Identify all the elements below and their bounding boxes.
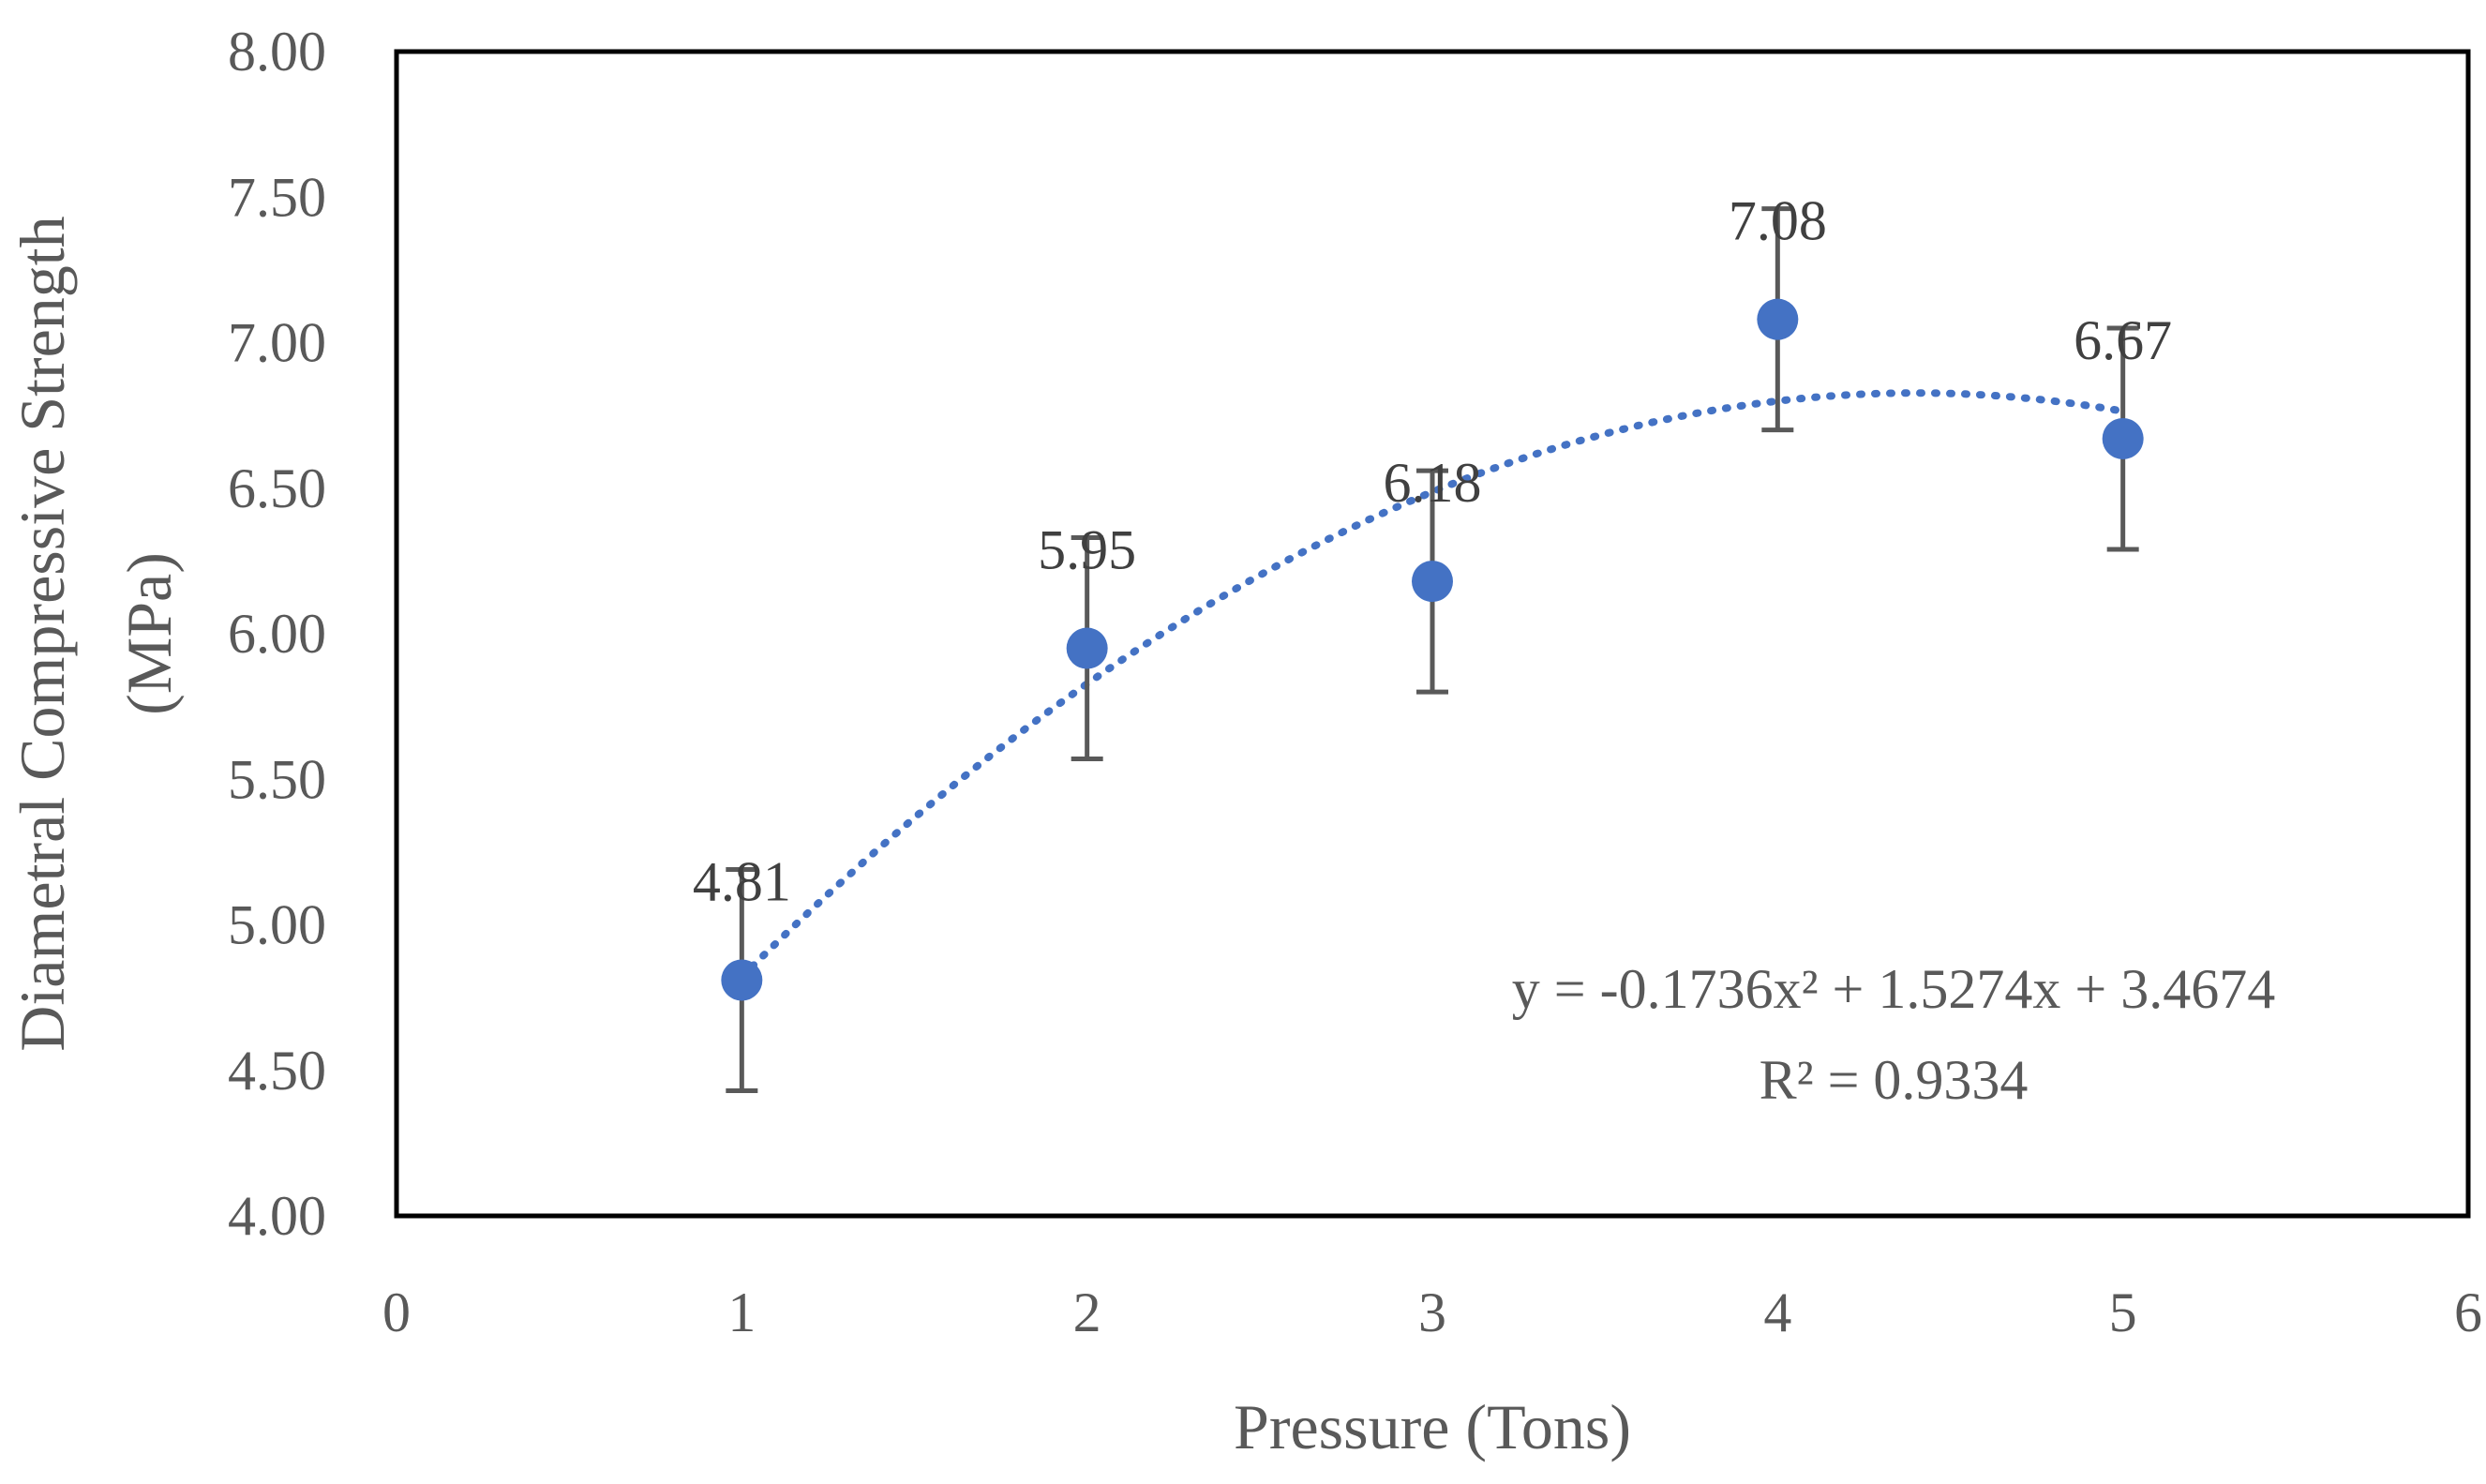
x-tick-label: 1: [727, 1282, 756, 1343]
data-labels: 4.81 5.95 6.18 7.08 6.67: [693, 190, 2172, 913]
y-tick-label: 7.00: [228, 312, 326, 374]
data-label: 6.67: [2074, 309, 2172, 371]
y-tick-label: 4.00: [228, 1185, 326, 1247]
data-label: 4.81: [693, 850, 791, 912]
data-point: [1412, 561, 1453, 603]
trendline-path: [738, 389, 2127, 982]
data-point: [1757, 298, 1799, 340]
x-axis-ticks: 0 1 2 3 4 5 6: [382, 1282, 2482, 1343]
y-axis-title-line-1: Diametral Compressive Strength: [7, 216, 78, 1051]
data-point: [2102, 417, 2144, 459]
x-tick-label: 2: [1073, 1282, 1101, 1343]
x-tick-label: 0: [382, 1282, 411, 1343]
data-point: [1066, 627, 1108, 669]
y-axis-title-line-2: (MPa): [113, 552, 185, 715]
data-points: [721, 298, 2144, 1001]
data-point: [721, 959, 763, 1001]
y-tick-label: 5.50: [228, 748, 326, 810]
y-tick-label: 4.50: [228, 1040, 326, 1102]
y-tick-label: 7.50: [228, 166, 326, 228]
x-tick-label: 5: [2109, 1282, 2137, 1343]
y-axis-ticks: 4.00 4.50 5.00 5.50 6.00 6.50 7.00 7.50 8.00: [228, 21, 326, 1247]
trendline: [738, 389, 2127, 982]
y-tick-label: 6.00: [228, 603, 326, 665]
trendline-r-squared: R² = 0.9334: [1760, 1049, 2029, 1111]
trendline-equation: y = -0.1736x² + 1.5274x + 3.4674: [1512, 958, 2275, 1020]
x-tick-label: 4: [1763, 1282, 1791, 1343]
data-label: 6.18: [1384, 452, 1482, 514]
y-tick-label: 5.00: [228, 894, 326, 956]
x-tick-label: 6: [2454, 1282, 2482, 1343]
data-label: 5.95: [1038, 519, 1136, 581]
y-axis-title: Diametral Compressive Strength (MPa): [7, 216, 185, 1051]
y-tick-label: 6.50: [228, 457, 326, 519]
x-axis-title: Pressure (Tons): [1234, 1391, 1631, 1462]
x-tick-label: 3: [1418, 1282, 1446, 1343]
y-tick-label: 8.00: [228, 21, 326, 82]
data-label: 7.08: [1729, 190, 1827, 252]
